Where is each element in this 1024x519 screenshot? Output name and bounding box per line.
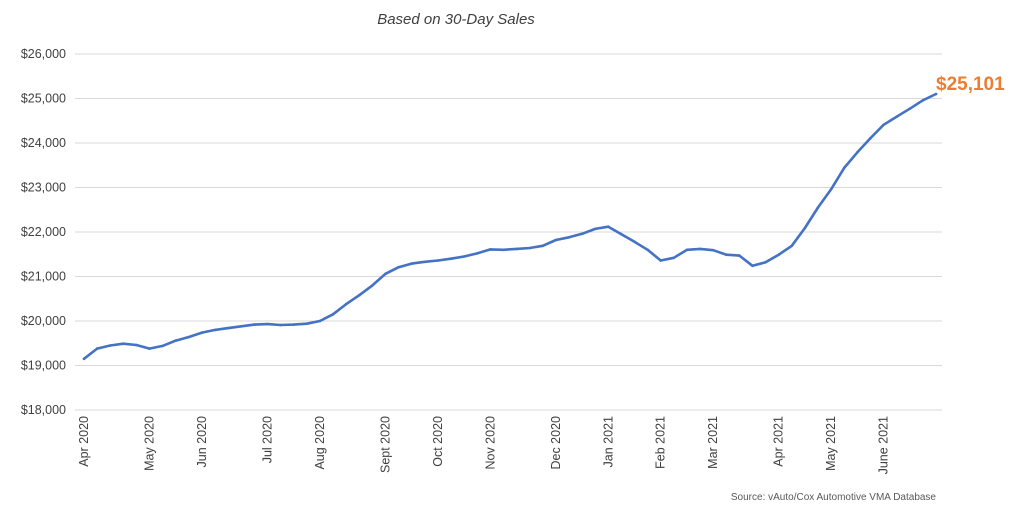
data-point — [554, 238, 558, 242]
data-point — [803, 226, 807, 230]
x-tick-label: May 2020 — [143, 416, 157, 471]
data-point — [751, 264, 754, 268]
data-point — [725, 253, 728, 256]
data-point — [292, 323, 296, 326]
x-tick-label: June 2021 — [877, 416, 891, 474]
data-point — [410, 262, 414, 265]
data-point — [672, 256, 676, 260]
data-point — [842, 166, 846, 170]
data-point — [148, 347, 151, 350]
x-axis-ticks: Apr 2020 May 2020 Jun 2020 Jul 2020 Aug 2020… — [77, 416, 891, 474]
series-line — [82, 92, 938, 361]
data-point — [515, 247, 518, 251]
data-point — [921, 99, 925, 102]
x-tick-label: Aug 2020 — [313, 416, 327, 470]
data-point — [869, 136, 872, 140]
data-point — [856, 151, 859, 154]
data-point — [659, 259, 662, 262]
data-point — [384, 272, 387, 276]
end-value-label: $25,101 — [936, 74, 1005, 95]
data-point — [593, 227, 597, 231]
data-point — [423, 260, 427, 264]
data-point — [213, 328, 217, 332]
data-point — [882, 123, 885, 127]
y-tick-label: $18,000 — [21, 403, 66, 417]
x-tick-label: Jun 2020 — [195, 416, 209, 467]
x-tick-label: Apr 2020 — [77, 416, 91, 467]
chart-subtitle: Based on 30-Day Sales — [377, 11, 535, 28]
x-tick-label: Oct 2020 — [431, 416, 445, 467]
data-point — [305, 322, 309, 326]
data-point — [331, 313, 335, 316]
data-point — [279, 323, 282, 327]
data-point — [397, 265, 400, 269]
data-point — [829, 188, 833, 191]
data-point — [82, 357, 86, 361]
data-point — [895, 115, 898, 118]
y-tick-label: $25,000 — [21, 92, 66, 106]
data-point — [240, 325, 243, 328]
x-tick-label: Mar 2021 — [706, 416, 720, 469]
data-point — [685, 248, 689, 252]
y-tick-label: $19,000 — [21, 359, 66, 373]
data-point — [344, 302, 348, 306]
data-point — [633, 240, 636, 244]
data-point — [462, 255, 466, 258]
data-point — [541, 244, 545, 248]
data-point — [790, 244, 794, 248]
data-point — [161, 344, 164, 348]
data-point — [908, 107, 912, 110]
data-point — [502, 248, 505, 252]
data-point — [266, 322, 269, 326]
data-point — [174, 339, 178, 342]
data-point — [122, 342, 125, 346]
x-tick-label: Apr 2021 — [772, 416, 786, 467]
data-point — [253, 323, 256, 326]
source-note: Source: vAuto/Cox Automotive VMA Databas… — [731, 492, 937, 503]
x-tick-label: May 2021 — [824, 416, 838, 471]
y-tick-label: $26,000 — [21, 47, 66, 61]
data-point — [475, 252, 479, 255]
y-tick-label: $20,000 — [21, 314, 66, 328]
x-tick-label: Dec 2020 — [549, 416, 563, 470]
data-point — [764, 261, 767, 264]
data-point — [777, 253, 780, 256]
data-point — [607, 225, 610, 228]
y-tick-label: $24,000 — [21, 136, 66, 150]
data-point — [580, 232, 584, 236]
data-point — [816, 206, 820, 209]
data-point — [449, 257, 453, 261]
gridlines — [75, 53, 942, 411]
y-axis-ticks: $18,000 $19,000 $20,000 $21,000 $22,000 $23,0… — [21, 47, 66, 417]
data-point — [371, 284, 374, 287]
y-tick-label: $21,000 — [21, 270, 66, 284]
data-point — [226, 326, 230, 330]
data-point — [318, 319, 322, 323]
data-point — [528, 246, 531, 250]
data-point — [620, 232, 623, 236]
data-point — [489, 248, 492, 251]
data-point — [934, 92, 938, 96]
data-point — [567, 236, 571, 239]
data-point — [698, 247, 702, 251]
data-point — [187, 335, 191, 339]
data-point — [711, 248, 715, 252]
x-tick-label: Jul 2020 — [261, 416, 275, 463]
data-point — [738, 254, 741, 257]
data-point — [95, 347, 99, 350]
data-point — [436, 259, 440, 262]
data-point — [358, 293, 361, 297]
y-tick-label: $23,000 — [21, 181, 66, 195]
data-point — [135, 343, 138, 347]
data-point — [646, 248, 649, 252]
x-tick-label: Jan 2021 — [601, 416, 615, 467]
data-point — [200, 331, 204, 334]
data-points — [82, 92, 938, 361]
x-tick-label: Nov 2020 — [483, 416, 497, 470]
y-tick-label: $22,000 — [21, 225, 66, 239]
x-tick-label: Feb 2021 — [654, 416, 668, 469]
data-point — [108, 344, 112, 347]
x-tick-label: Sept 2020 — [378, 416, 392, 473]
